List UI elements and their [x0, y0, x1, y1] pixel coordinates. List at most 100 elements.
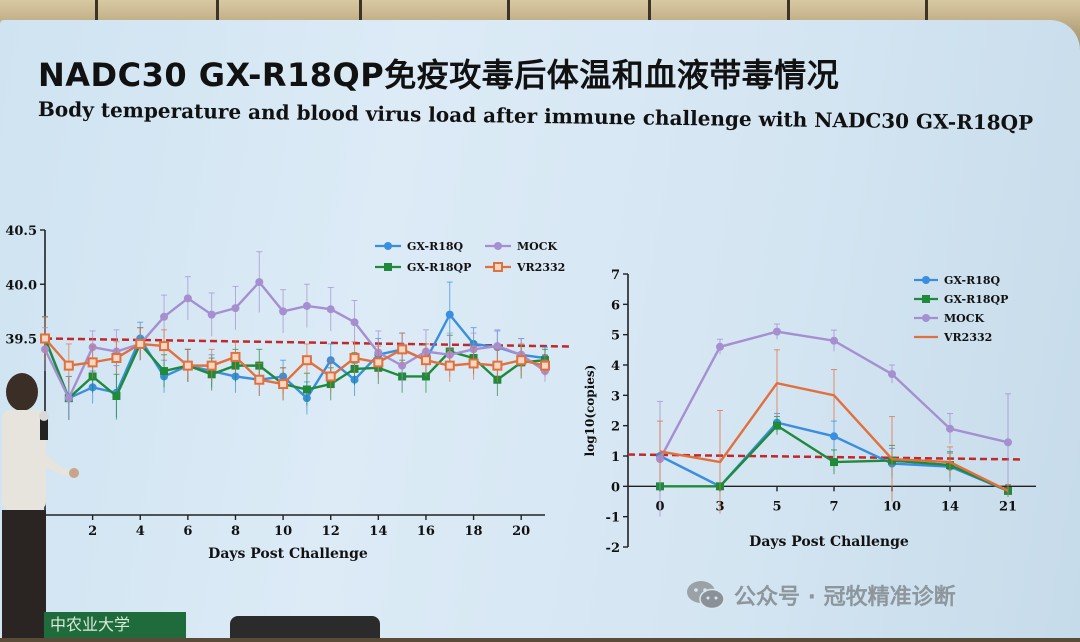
- data-point-vr2332: [111, 353, 122, 364]
- y-tick-label: 40.5: [5, 224, 37, 239]
- data-point-mock: [302, 301, 311, 310]
- data-point-gx-r18qp: [773, 421, 781, 430]
- series-line-vr2332: [659, 381, 1009, 492]
- y-tick-label: 3: [611, 389, 620, 404]
- data-point-mock: [1004, 438, 1012, 447]
- projection-screen: [0, 20, 1080, 638]
- y-tick-label: 6: [611, 298, 620, 313]
- data-point-mock: [830, 336, 838, 345]
- data-point-vr2332: [325, 371, 336, 382]
- data-point-vr2332: [492, 360, 503, 371]
- series-line-vr2332: [44, 337, 546, 386]
- y-tick-label: 5: [611, 329, 620, 344]
- watermark-text: 公众号 · 冠牧精准诊断: [734, 585, 956, 610]
- data-point-vr2332: [373, 357, 384, 368]
- data-point-vr2332: [420, 355, 431, 366]
- wechat-watermark: 公众号 · 冠牧精准诊断: [686, 578, 956, 612]
- legend-label: GX-R18Q: [944, 274, 1001, 287]
- presenter-figure: [0, 370, 80, 638]
- legend-label: MOCK: [517, 240, 558, 253]
- data-point-vr2332: [182, 360, 193, 371]
- data-point-vr2332: [87, 357, 98, 368]
- data-point-gx-r18q: [830, 432, 838, 441]
- temperature-chart: 39.5 40.0 40.5 2 4 6 8 10 12 14 16 18 20 Days Post Ch…: [5, 224, 571, 562]
- legend-marker: [384, 242, 392, 250]
- y-tick-label: 2: [611, 420, 620, 435]
- legend-label: GX-R18QP: [407, 261, 471, 274]
- x-tick-label: 8: [231, 524, 240, 539]
- data-point-mock: [716, 342, 724, 351]
- data-point-vr2332: [468, 358, 479, 369]
- wechat-icon: [686, 579, 726, 611]
- y-tick-label: 4: [611, 359, 620, 374]
- legend-marker: [384, 263, 392, 271]
- x-tick-label: 2: [88, 524, 97, 539]
- y-tick-label: 1: [611, 450, 620, 465]
- data-point-mock: [255, 278, 264, 287]
- x-tick-label: 16: [417, 524, 435, 539]
- y-tick-label: 7: [611, 268, 620, 283]
- data-point-mock: [350, 318, 359, 327]
- y-axis-label: log10(copies): [583, 365, 597, 457]
- x-tick-label: 14: [369, 524, 387, 539]
- data-point-mock: [183, 294, 192, 303]
- data-point-vr2332: [135, 338, 146, 349]
- data-point-vr2332: [516, 355, 527, 366]
- data-point-vr2332: [206, 360, 217, 371]
- legend-marker: [493, 262, 503, 272]
- y-tick-label: 39.5: [5, 333, 37, 348]
- x-tick-label: 18: [465, 524, 483, 539]
- data-point-mock: [773, 327, 781, 336]
- data-point-vr2332: [278, 379, 289, 390]
- data-point-vr2332: [540, 360, 550, 371]
- x-axis-label: Days Post Challenge: [208, 546, 368, 562]
- data-point-mock: [160, 312, 169, 321]
- data-point-mock: [888, 370, 896, 379]
- data-point-mock: [279, 307, 288, 316]
- data-point-gx-r18qp: [830, 458, 838, 467]
- legend-label: GX-R18Q: [407, 240, 464, 253]
- university-sign: 中农业大学: [44, 612, 186, 638]
- x-tick-label: 10: [274, 524, 292, 539]
- x-tick-label: 5: [772, 499, 781, 514]
- data-point-gx-r18q: [445, 310, 454, 319]
- x-tick-label: 7: [829, 499, 838, 514]
- data-point-gx-r18qp: [160, 367, 169, 376]
- x-tick-label: 12: [322, 524, 340, 539]
- legend-label: VR2332: [516, 261, 565, 274]
- data-point-mock: [207, 310, 216, 319]
- data-point-vr2332: [230, 351, 241, 362]
- x-tick-label: 21: [999, 499, 1017, 514]
- data-point-mock: [946, 424, 954, 433]
- legend-label: VR2332: [943, 331, 992, 344]
- y-tick-label: 0: [611, 480, 620, 495]
- legend-marker: [922, 276, 930, 284]
- data-point-mock: [64, 394, 73, 403]
- y-tick-label: -1: [606, 511, 620, 526]
- x-tick-label: 20: [512, 524, 530, 539]
- y-tick-label: -2: [606, 541, 620, 556]
- data-point-vr2332: [63, 360, 74, 371]
- legend-marker: [494, 242, 502, 250]
- data-point-vr2332: [159, 341, 170, 352]
- y-tick-label: 40.0: [5, 278, 37, 293]
- slide-title-chinese: NADC30 GX-R18QP免疫攻毒后体温和血液带毒情况: [38, 56, 840, 94]
- x-tick-label: 6: [183, 524, 192, 539]
- data-point-vr2332: [397, 344, 408, 355]
- x-tick-label: 10: [883, 499, 901, 514]
- legend-marker: [922, 314, 930, 322]
- x-tick-label: 14: [941, 499, 959, 514]
- data-point-gx-r18qp: [112, 392, 121, 401]
- legend-label: GX-R18QP: [944, 293, 1008, 306]
- data-point-vr2332: [301, 355, 312, 366]
- series-line-gx-r18qp: [43, 338, 546, 401]
- legend-label: MOCK: [944, 312, 985, 325]
- data-point-mock: [231, 304, 240, 313]
- data-point-vr2332: [40, 333, 50, 344]
- podium-monitor: [230, 616, 380, 638]
- data-point-mock: [493, 342, 502, 351]
- data-point-gx-r18qp: [302, 385, 311, 394]
- data-point-vr2332: [444, 360, 455, 371]
- data-point-mock: [326, 305, 335, 314]
